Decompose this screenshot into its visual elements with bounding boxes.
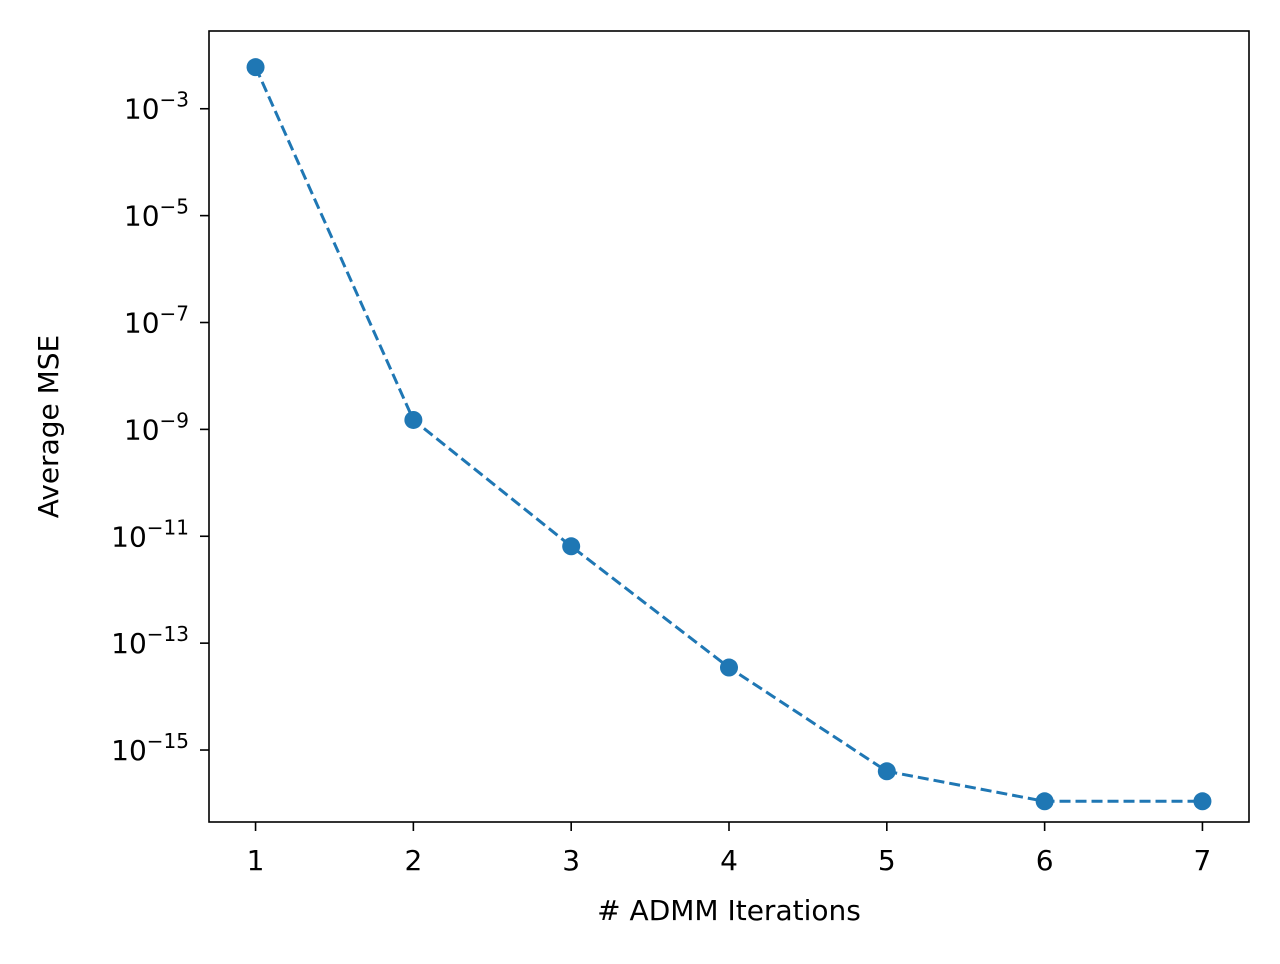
x-tick-label: 4	[720, 844, 738, 877]
y-tick-exponent: −9	[160, 408, 189, 432]
y-tick-label: 10−7	[124, 302, 189, 340]
y-tick-base: 10	[111, 627, 147, 660]
x-tick-label: 5	[878, 844, 896, 877]
data-point	[562, 537, 581, 556]
y-tick-label: 10−13	[111, 622, 189, 660]
y-tick-label: 10−5	[124, 195, 189, 233]
x-axis-label: # ADMM Iterations	[597, 894, 861, 927]
y-tick-label: 10−15	[111, 729, 189, 767]
data-point	[246, 58, 265, 77]
data-point	[1035, 792, 1054, 811]
y-tick-base: 10	[124, 307, 160, 340]
y-axis-label: Average MSE	[32, 335, 65, 519]
x-tick-label: 3	[562, 844, 580, 877]
y-tick-base: 10	[124, 413, 160, 446]
y-tick-base: 10	[124, 93, 160, 126]
series-layer	[246, 58, 1212, 811]
plot-frame	[208, 30, 1250, 823]
y-tick-label: 10−3	[124, 88, 189, 126]
x-tick-label: 7	[1194, 844, 1212, 877]
y-tick-base: 10	[111, 734, 147, 767]
data-point	[877, 762, 896, 781]
x-tick-label: 6	[1036, 844, 1054, 877]
y-tick-exponent: −11	[147, 515, 189, 539]
y-tick-base: 10	[124, 200, 160, 233]
x-tick-label: 2	[404, 844, 422, 877]
data-point	[1193, 792, 1212, 811]
data-point	[720, 658, 738, 677]
y-tick-label: 10−9	[124, 408, 189, 446]
y-tick-exponent: −7	[160, 302, 189, 326]
y-tick-exponent: −3	[160, 88, 189, 112]
y-tick-exponent: −15	[147, 729, 189, 753]
y-tick-base: 10	[111, 520, 147, 553]
data-point	[404, 410, 423, 429]
x-tick-label: 1	[247, 844, 265, 877]
y-tick-label: 10−11	[111, 515, 189, 553]
y-tick-exponent: −13	[147, 622, 189, 646]
y-tick-exponent: −5	[160, 195, 189, 219]
